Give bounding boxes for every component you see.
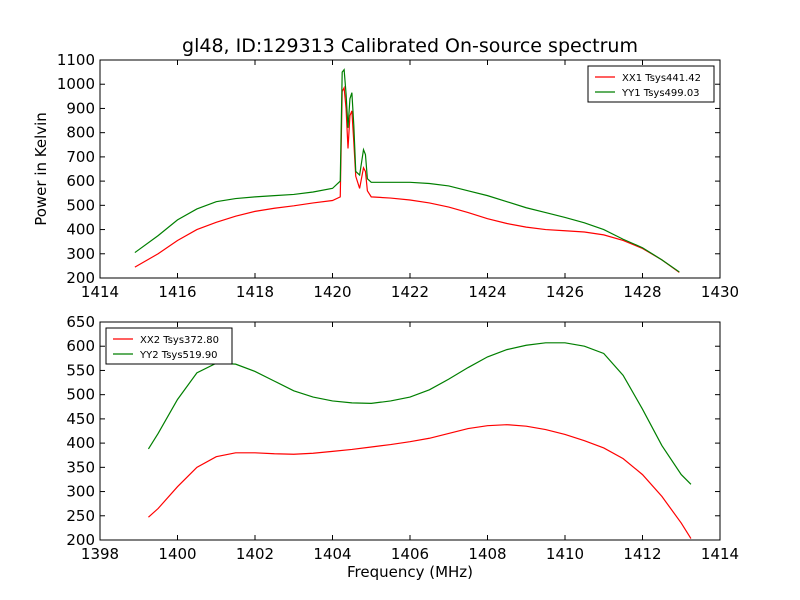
- y-tick-label: 650: [66, 313, 95, 331]
- legend-entry: YY2 Tsys519.90: [139, 350, 218, 361]
- chart-title: gl48, ID:129313 Calibrated On-source spe…: [182, 35, 638, 57]
- y-tick-label: 300: [66, 483, 95, 501]
- x-tick-label: 1410: [546, 545, 584, 563]
- y-tick-label: 900: [66, 99, 95, 117]
- legend-box: [587, 65, 715, 103]
- y-tick-label: 400: [66, 221, 95, 239]
- series-line-1-2: [134, 68, 680, 273]
- x-tick-label: 1414: [701, 545, 739, 563]
- y-tick-label: 200: [66, 531, 95, 549]
- y-tick-label: 1000: [57, 75, 95, 93]
- y-tick-label: 550: [66, 361, 95, 379]
- x-tick-label: 1404: [313, 545, 351, 563]
- x-tick-label: 1412: [623, 545, 661, 563]
- x-tick-label: 1402: [236, 545, 274, 563]
- y-tick-label: 300: [66, 245, 95, 263]
- y-tick-label: 800: [66, 124, 95, 142]
- x-tick-label: 1422: [391, 283, 429, 301]
- bottom-panel: 1398 1400 1402 1404 1406 1408 1410 1412 1414 200 2…: [66, 313, 739, 581]
- y-tick-label: 1100: [57, 51, 95, 69]
- y-tick-label: 600: [66, 337, 95, 355]
- y-tick-label: 200: [66, 269, 95, 287]
- legend: XX2 Tsys372.80 YY2 Tsys519.90: [105, 327, 233, 365]
- x-axis-label: Frequency (MHz): [347, 563, 473, 581]
- x-tick-label: 1418: [236, 283, 274, 301]
- top-panel: 1414 1416 1418 1420 1422 1424 1426 1428 1430 200 3…: [32, 51, 739, 301]
- x-tick-label: 1426: [546, 283, 584, 301]
- y-tick-label: 250: [66, 507, 95, 525]
- series-line-2-1: [148, 424, 692, 539]
- x-tick-label: 1400: [158, 545, 196, 563]
- x-tick-label: 1428: [623, 283, 661, 301]
- legend-entry: XX2 Tsys372.80: [140, 335, 219, 346]
- legend-entry: XX1 Tsys441.42: [622, 73, 701, 84]
- series-line-1-1: [134, 85, 680, 273]
- y-tick-label: 500: [66, 386, 95, 404]
- x-tick-label: 1398: [81, 545, 119, 563]
- y-tick-label: 500: [66, 196, 95, 214]
- legend-entry: YY1 Tsys499.03: [621, 88, 700, 99]
- x-tick-label: 1408: [468, 545, 506, 563]
- x-tick-label: 1420: [313, 283, 351, 301]
- legend-box: [105, 327, 233, 365]
- y-tick-label: 400: [66, 434, 95, 452]
- x-tick-label: 1430: [701, 283, 739, 301]
- y-tick-label: 700: [66, 148, 95, 166]
- y-tick-label: 600: [66, 172, 95, 190]
- y-tick-label: 350: [66, 458, 95, 476]
- y-tick-label: 450: [66, 410, 95, 428]
- x-tick-label: 1424: [468, 283, 506, 301]
- x-tick-label: 1406: [391, 545, 429, 563]
- x-tick-label: 1416: [158, 283, 196, 301]
- x-tick-label: 1414: [81, 283, 119, 301]
- y-axis-label: Power in Kelvin: [32, 112, 50, 226]
- legend: XX1 Tsys441.42 YY1 Tsys499.03: [587, 65, 715, 103]
